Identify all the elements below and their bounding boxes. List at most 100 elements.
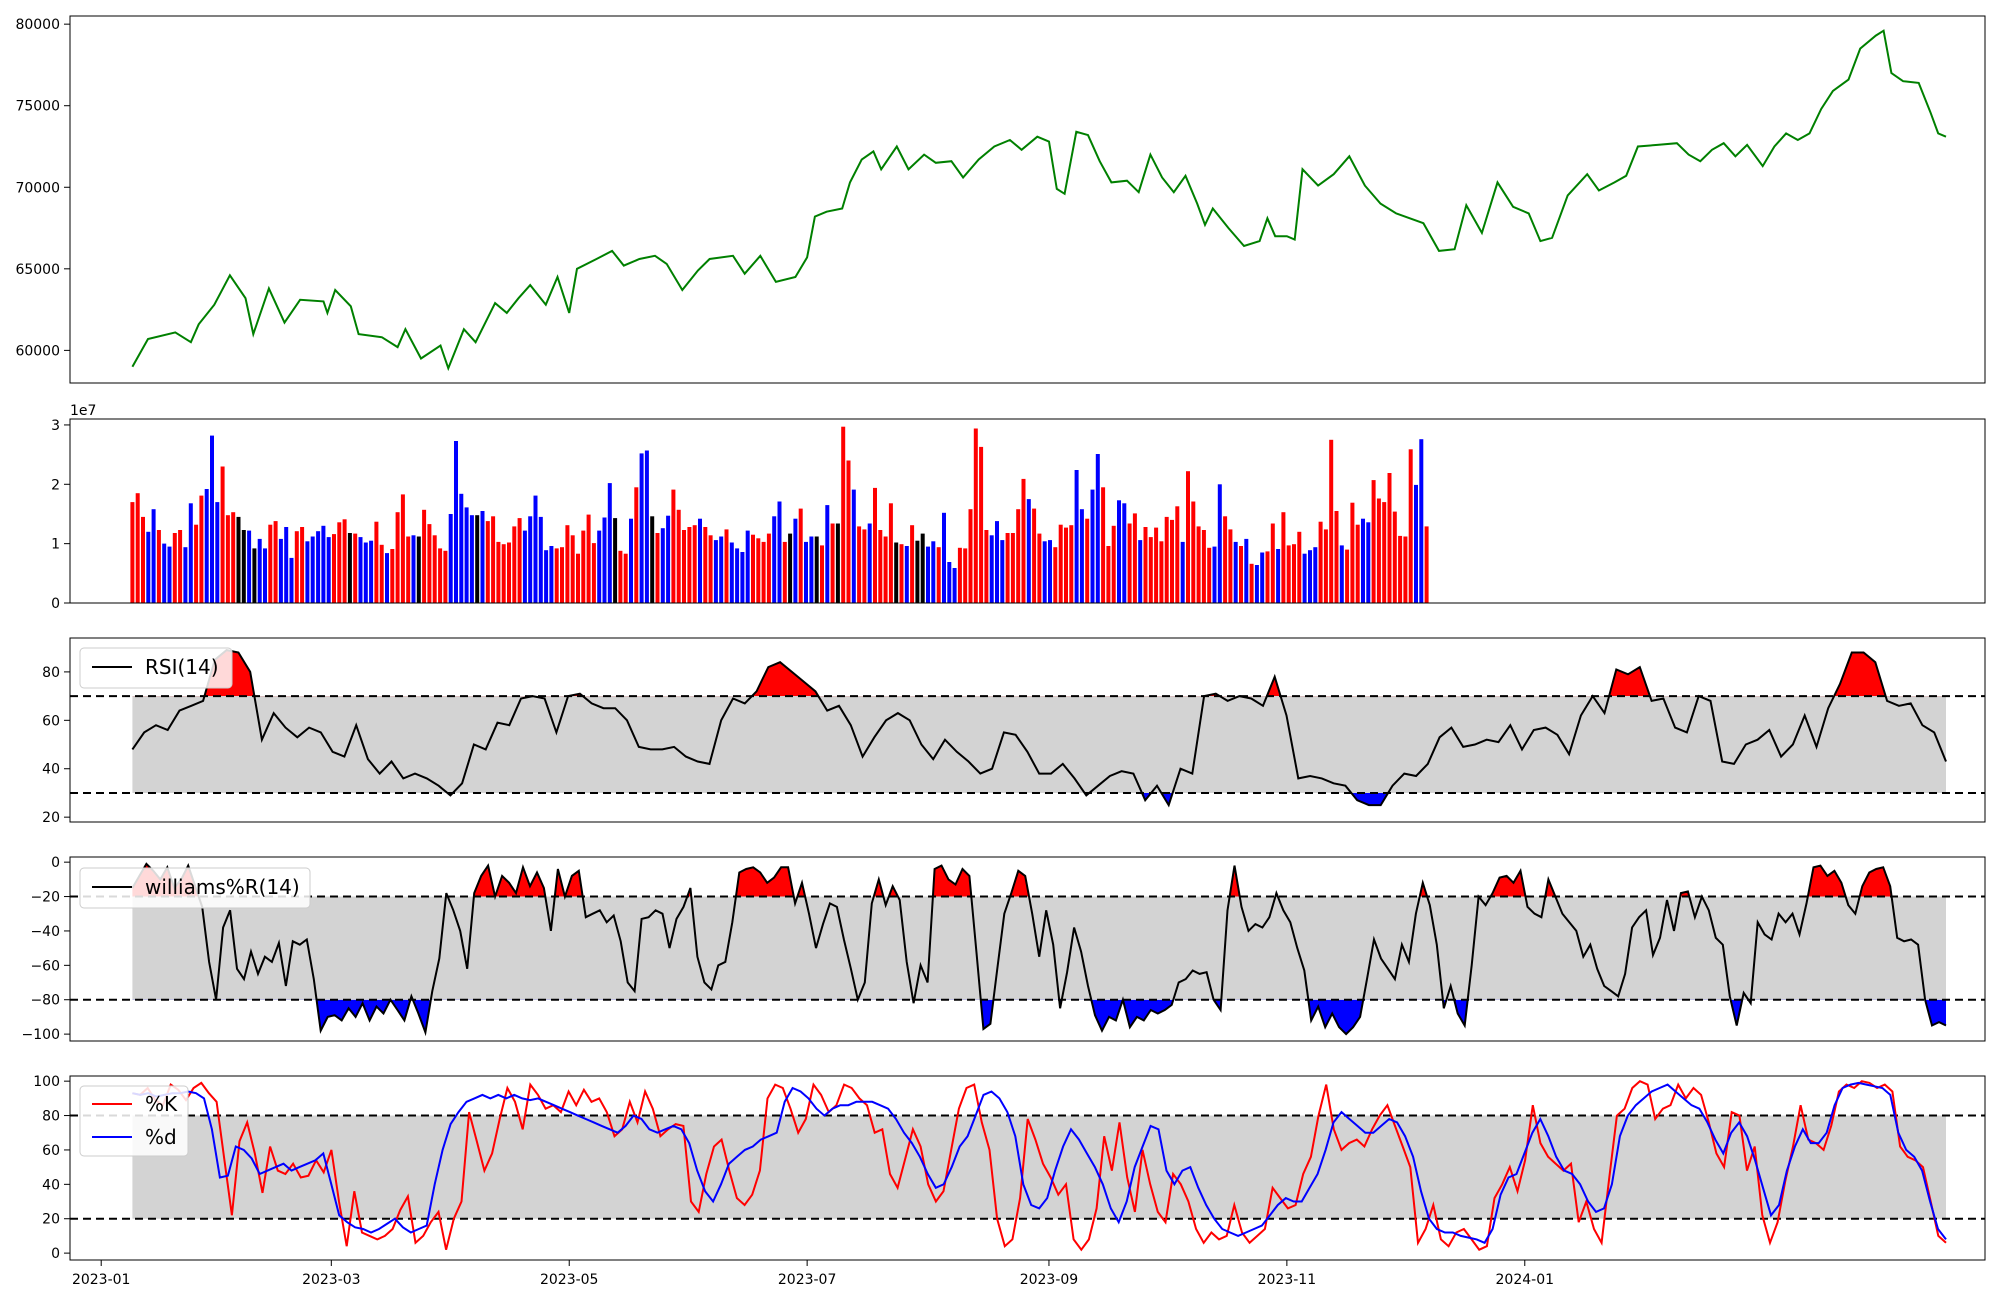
volume-bar (448, 514, 453, 603)
volume-bar (1138, 540, 1143, 603)
volume-bar (576, 553, 580, 603)
volume-bar (432, 535, 437, 603)
volume-bar (814, 536, 819, 603)
volume-bar (300, 527, 305, 603)
williams-band (132, 896, 1946, 1000)
volume-bar (273, 521, 278, 603)
volume-bar (835, 523, 840, 603)
volume-bar (507, 542, 511, 603)
volume-bar (491, 516, 496, 603)
volume-bar (188, 503, 193, 603)
volume-bar (135, 493, 140, 603)
volume-bar (501, 544, 506, 603)
volume-bar (602, 517, 607, 603)
volume-bar (353, 533, 358, 603)
price-ytick-label: 65000 (15, 262, 60, 278)
volume-bar (1101, 487, 1106, 603)
volume-bar (1414, 484, 1418, 603)
volume-bar (316, 531, 321, 603)
x-tick-label: 2023-01 (72, 1272, 131, 1288)
volume-bar (151, 509, 156, 603)
volume-bar (682, 530, 686, 603)
volume-bar (199, 495, 204, 603)
volume-bar (947, 562, 952, 603)
volume-bar (1016, 509, 1021, 603)
volume-bar (973, 428, 978, 603)
volume-bar (899, 544, 904, 603)
price-ytick-label: 80000 (15, 17, 60, 33)
volume-bar (989, 535, 994, 603)
volume-bar (1042, 541, 1047, 603)
volume-bar (915, 540, 920, 603)
volume-bar (1037, 533, 1042, 603)
volume-bar (904, 546, 909, 603)
volume-bar (745, 530, 750, 603)
volume-bar (756, 538, 761, 603)
volume-bar (141, 516, 145, 603)
date-axis: 2023-01 2023-03 2023-05 2023-07 2023-09 2023-… (72, 1260, 1554, 1288)
volume-ytick-label: 1 (51, 537, 60, 553)
volume-bar (698, 518, 702, 603)
volume-bar (1143, 527, 1148, 603)
volume-bar (475, 515, 480, 603)
stochastic-panel: 0 20 40 60 80 100 %K %d (33, 1074, 1986, 1262)
volume-bar (1053, 547, 1058, 603)
stochastic-ytick-label: 60 (42, 1143, 60, 1159)
volume-bar (289, 557, 294, 603)
volume-bar (1424, 526, 1429, 603)
rsi-panel: 20 40 60 80 RSI(14) (42, 637, 1986, 826)
volume-bar (156, 530, 161, 603)
volume-bar (1111, 525, 1116, 603)
volume-offset-label: 1e7 (70, 403, 96, 419)
volume-bar (1318, 521, 1323, 603)
volume-bar (257, 538, 262, 603)
volume-bar (888, 503, 893, 603)
volume-bar (1398, 535, 1403, 603)
volume-bar (607, 483, 612, 603)
williams-legend-label: williams%R(14) (145, 875, 300, 899)
volume-bar (1260, 552, 1265, 603)
volume-bar (1276, 549, 1281, 603)
volume-panel: 0 1 2 3 1e7 (51, 403, 1986, 612)
volume-bar (570, 535, 575, 603)
volume-bar (1408, 449, 1413, 603)
volume-bar (427, 524, 432, 603)
volume-ytick-label: 0 (51, 596, 60, 612)
volume-bar (1308, 550, 1312, 603)
k-legend-label: %K (145, 1092, 178, 1116)
volume-bar (1382, 502, 1387, 603)
volume-bar (867, 523, 872, 603)
volume-bar (1244, 538, 1249, 603)
volume-bar (225, 515, 230, 603)
price-line (131, 29, 1947, 372)
volume-bar (1302, 553, 1307, 603)
volume-bar (1000, 540, 1005, 603)
volume-bar (1292, 544, 1296, 603)
stochastic-ytick-label: 20 (42, 1212, 60, 1228)
williams-frame (69, 856, 1986, 1042)
williams-ytick-label: −80 (30, 993, 60, 1009)
volume-bar (798, 508, 803, 603)
volume-bar (1026, 499, 1031, 603)
volume-bar (146, 531, 151, 603)
volume-bar (782, 541, 787, 603)
volume-bar (1376, 498, 1381, 603)
stochastic-band (132, 1115, 1946, 1219)
volume-bar (809, 536, 814, 603)
volume-bar (247, 530, 252, 603)
volume-ytick-label: 3 (51, 418, 60, 434)
volume-bar (1228, 529, 1233, 603)
volume-bar (1217, 484, 1222, 603)
volume-bar (1329, 439, 1334, 603)
volume-bar (1196, 526, 1201, 603)
rsi-legend: RSI(14) (79, 647, 233, 689)
volume-bar (459, 493, 464, 603)
volume-bar (1249, 563, 1254, 603)
volume-bar (676, 509, 681, 603)
volume-bar (194, 524, 199, 603)
volume-bar (1334, 511, 1339, 603)
volume-bar (766, 533, 771, 603)
volume-bar (862, 529, 867, 603)
volume-bar (252, 548, 257, 603)
